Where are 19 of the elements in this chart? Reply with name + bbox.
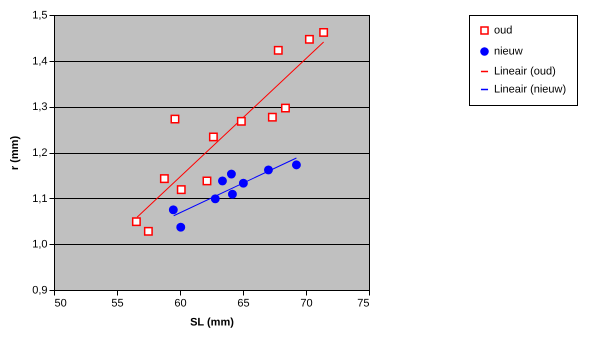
- legend-label: Lineair (oud): [494, 66, 556, 78]
- x-tick-label: 70: [300, 298, 313, 310]
- x-tick-label: 60: [174, 298, 187, 310]
- y-tick-label: 1,0: [32, 238, 48, 251]
- y-tick-label: 0,9: [32, 284, 48, 296]
- x-axis-title: SL (mm): [190, 316, 234, 328]
- y-tick-label: 1,5: [32, 10, 48, 22]
- x-tick-label: 65: [237, 298, 250, 310]
- x-tick-label: 55: [111, 298, 124, 310]
- legend-label: nieuw: [494, 46, 523, 58]
- y-axis-title: r (mm): [9, 136, 22, 170]
- y-tick-label: 1,4: [32, 55, 48, 68]
- y-tick-label: 1,1: [32, 192, 48, 205]
- x-tick-label: 50: [54, 298, 67, 310]
- legend-label: Lineair (nieuw): [494, 84, 566, 96]
- x-tick-label: 75: [357, 298, 370, 310]
- legend-label: oud: [494, 24, 512, 36]
- y-tick-label: 1,3: [32, 101, 48, 114]
- y-tick-label: 1,2: [32, 147, 48, 159]
